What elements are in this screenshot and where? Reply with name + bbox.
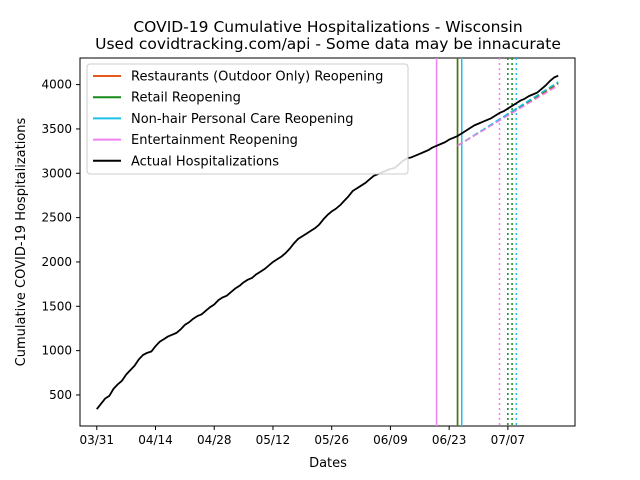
x-tick-label: 05/26 bbox=[314, 433, 349, 447]
legend-label: Actual Hospitalizations bbox=[131, 154, 279, 169]
y-axis-label: Cumulative COVID-19 Hospitalizations bbox=[14, 117, 29, 366]
x-tick-label: 04/14 bbox=[138, 433, 173, 447]
legend-label: Restaurants (Outdoor Only) Reopening bbox=[131, 70, 383, 85]
y-tick-label: 3000 bbox=[41, 166, 72, 180]
legend-label: Retail Reopening bbox=[131, 91, 241, 106]
x-tick-label: 05/12 bbox=[256, 433, 291, 447]
x-tick-label: 06/09 bbox=[373, 433, 408, 447]
y-tick-label: 4000 bbox=[41, 78, 72, 92]
y-tick-label: 1500 bbox=[41, 299, 72, 313]
y-tick-label: 2500 bbox=[41, 211, 72, 225]
x-tick-label: 03/31 bbox=[79, 433, 114, 447]
legend-box bbox=[86, 63, 409, 175]
legend-label: Non-hair Personal Care Reopening bbox=[131, 112, 354, 127]
x-axis-label: Dates bbox=[309, 456, 347, 471]
actual-hospitalizations-line bbox=[96, 74, 559, 410]
legend: Restaurants (Outdoor Only) Reopening Reta… bbox=[86, 63, 409, 175]
x-tick-label: 07/07 bbox=[491, 433, 526, 447]
legend-label: Entertainment Reopening bbox=[131, 133, 298, 148]
chart-subtitle: Used covidtracking.com/api - Some data m… bbox=[95, 35, 561, 53]
x-tick-label: 04/28 bbox=[197, 433, 232, 447]
y-tick-label: 2000 bbox=[41, 255, 72, 269]
projection-line bbox=[457, 84, 559, 147]
y-tick-label: 1000 bbox=[41, 344, 72, 358]
chart-title: COVID-19 Cumulative Hospitalizations - W… bbox=[133, 18, 522, 36]
y-tick-label: 500 bbox=[49, 388, 72, 402]
y-tick-label: 3500 bbox=[41, 122, 72, 136]
x-tick-label: 06/23 bbox=[432, 433, 467, 447]
